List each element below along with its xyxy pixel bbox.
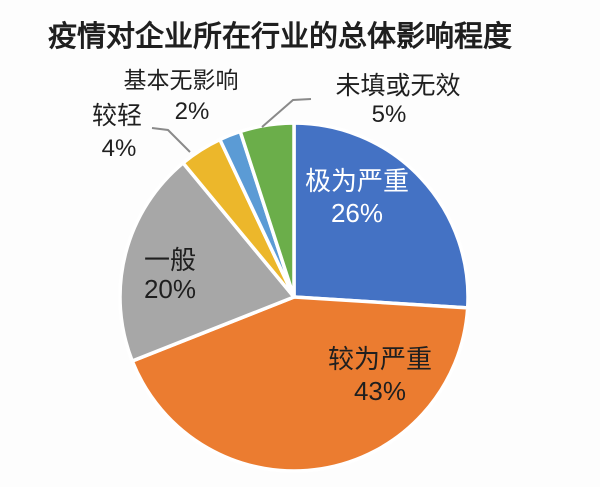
slice-label-mild-name: 较轻 [92,102,142,130]
slice-label-moderate-pct: 20% [144,274,196,304]
slice-label-fairly-severe-name: 较为严重 [328,344,432,374]
slice-label-moderate-name: 一般 [144,245,196,275]
slice-label-no-impact-pct: 2% [175,98,210,125]
slice-label-fairly-severe-pct: 43% [354,376,406,406]
slice-label-extremely-severe-name: 极为严重 [305,166,409,196]
chart-title: 疫情对企业所在行业的总体影响程度 [47,21,513,53]
pie-slice-moderate [118,160,297,364]
pie-slice-fairly-severe [129,295,470,473]
slice-label-no-impact-name: 基本无影响 [124,67,239,93]
leader-line-mild [151,127,191,153]
pie-slice-extremely-severe [292,121,470,310]
slice-label-extremely-severe-pct: 26% [331,198,383,228]
slice-label-unfilled-invalid-name: 未填或无效 [335,72,460,100]
slice-label-unfilled-invalid-pct: 5% [372,101,407,128]
leader-line-unfilled-invalid [261,98,312,128]
slice-label-mild-pct: 4% [102,135,137,162]
pie-slice-unfilled-invalid [238,121,296,298]
